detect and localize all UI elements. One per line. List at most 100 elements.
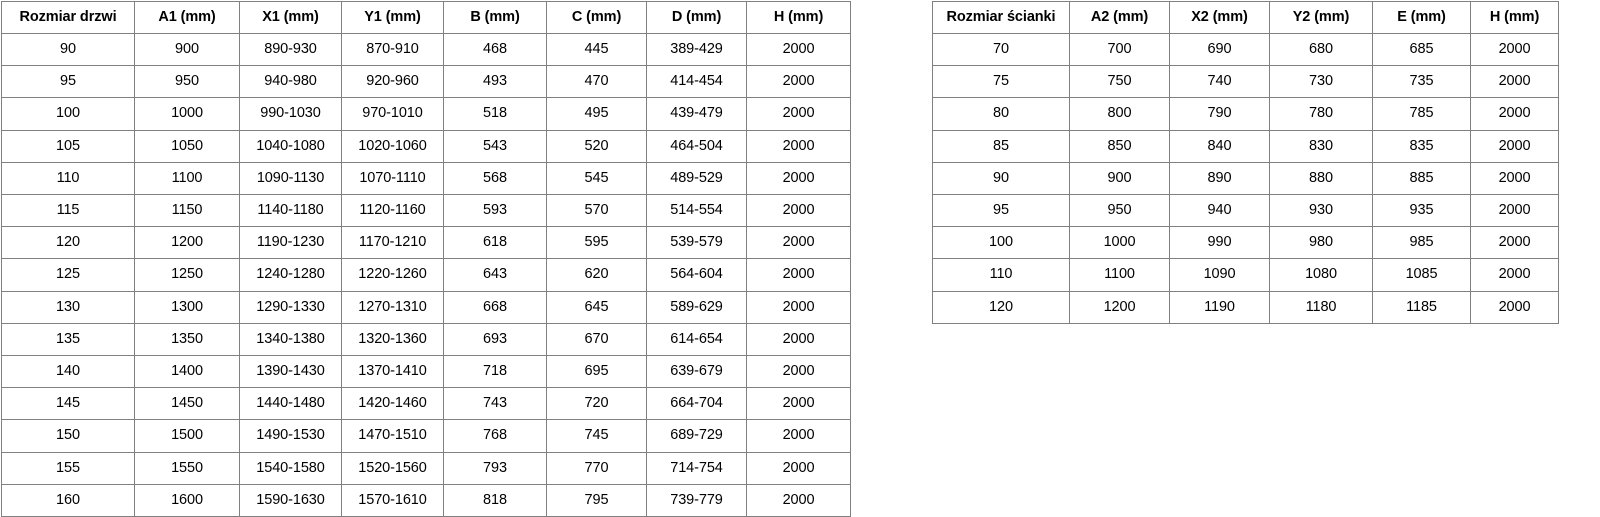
cell-h: 2000 bbox=[1470, 161, 1559, 196]
cell-c: 745 bbox=[546, 419, 647, 453]
cell-b: 818 bbox=[443, 483, 547, 517]
cell-y1: 870-910 bbox=[341, 32, 444, 67]
cell-b: 718 bbox=[443, 355, 547, 389]
cell-d: 614-654 bbox=[646, 322, 747, 357]
cell-h: 2000 bbox=[1470, 32, 1559, 67]
cell-wall-size: 85 bbox=[932, 129, 1070, 163]
table-row: 100 1000 990 980 985 2000 bbox=[932, 226, 1559, 260]
cell-wall-size: 70 bbox=[932, 32, 1070, 67]
cell-a2: 1000 bbox=[1069, 226, 1170, 260]
cell-d: 639-679 bbox=[646, 355, 747, 389]
cell-x1: 990-1030 bbox=[239, 97, 342, 131]
column-header-x2: X2 (mm) bbox=[1169, 1, 1270, 34]
cell-a1: 1250 bbox=[134, 258, 240, 292]
table-row: 95 950 940-980 920-960 493 470 414-454 2… bbox=[1, 65, 851, 99]
cell-e: 785 bbox=[1372, 97, 1471, 131]
table-row: 140 1400 1390-1430 1370-1410 718 695 639… bbox=[1, 355, 851, 389]
cell-h: 2000 bbox=[746, 290, 851, 324]
cell-a1: 1400 bbox=[134, 355, 240, 389]
cell-c: 720 bbox=[546, 387, 647, 421]
column-header-a2: A2 (mm) bbox=[1069, 1, 1170, 34]
cell-door-size: 90 bbox=[1, 32, 135, 67]
table-row: 135 1350 1340-1380 1320-1360 693 670 614… bbox=[1, 322, 851, 357]
cell-e: 835 bbox=[1372, 129, 1471, 163]
cell-a1: 1350 bbox=[134, 322, 240, 357]
cell-c: 545 bbox=[546, 161, 647, 196]
cell-door-size: 110 bbox=[1, 161, 135, 196]
cell-d: 464-504 bbox=[646, 129, 747, 163]
cell-y1: 1520-1560 bbox=[341, 451, 444, 485]
cell-h: 2000 bbox=[746, 322, 851, 357]
cell-x1: 1390-1430 bbox=[239, 355, 342, 389]
cell-door-size: 95 bbox=[1, 65, 135, 99]
table-row: 95 950 940 930 935 2000 bbox=[932, 194, 1559, 228]
cell-a2: 950 bbox=[1069, 194, 1170, 228]
cell-x1: 1440-1480 bbox=[239, 387, 342, 421]
cell-a1: 1500 bbox=[134, 419, 240, 453]
cell-c: 520 bbox=[546, 129, 647, 163]
cell-door-size: 125 bbox=[1, 258, 135, 292]
cell-b: 743 bbox=[443, 387, 547, 421]
cell-x1: 1490-1530 bbox=[239, 419, 342, 453]
cell-h: 2000 bbox=[746, 129, 851, 163]
cell-y1: 1070-1110 bbox=[341, 161, 444, 196]
cell-d: 414-454 bbox=[646, 65, 747, 99]
cell-y2: 1080 bbox=[1269, 258, 1373, 292]
column-header-y2: Y2 (mm) bbox=[1269, 1, 1373, 34]
cell-x2: 1190 bbox=[1169, 290, 1270, 324]
cell-wall-size: 120 bbox=[932, 290, 1070, 324]
cell-c: 670 bbox=[546, 322, 647, 357]
cell-wall-size: 95 bbox=[932, 194, 1070, 228]
table-row: 70 700 690 680 685 2000 bbox=[932, 32, 1559, 67]
cell-a1: 1000 bbox=[134, 97, 240, 131]
cell-wall-size: 100 bbox=[932, 226, 1070, 260]
cell-d: 489-529 bbox=[646, 161, 747, 196]
cell-a1: 1050 bbox=[134, 129, 240, 163]
column-header-e: E (mm) bbox=[1372, 1, 1471, 34]
table-row: 110 1100 1090 1080 1085 2000 bbox=[932, 258, 1559, 292]
cell-d: 389-429 bbox=[646, 32, 747, 67]
cell-x1: 1590-1630 bbox=[239, 483, 342, 517]
cell-door-size: 105 bbox=[1, 129, 135, 163]
cell-e: 685 bbox=[1372, 32, 1471, 67]
cell-b: 468 bbox=[443, 32, 547, 67]
cell-y1: 1020-1060 bbox=[341, 129, 444, 163]
table-row: 90 900 890 880 885 2000 bbox=[932, 161, 1559, 196]
cell-c: 620 bbox=[546, 258, 647, 292]
cell-x1: 1090-1130 bbox=[239, 161, 342, 196]
cell-h: 2000 bbox=[1470, 258, 1559, 292]
cell-d: 714-754 bbox=[646, 451, 747, 485]
cell-y2: 830 bbox=[1269, 129, 1373, 163]
table-row: 105 1050 1040-1080 1020-1060 543 520 464… bbox=[1, 129, 851, 163]
cell-door-size: 160 bbox=[1, 483, 135, 517]
cell-b: 618 bbox=[443, 226, 547, 260]
cell-a1: 1200 bbox=[134, 226, 240, 260]
cell-h: 2000 bbox=[746, 32, 851, 67]
cell-h: 2000 bbox=[1470, 65, 1559, 99]
wall-panel-size-table: Rozmiar ścianki A2 (mm) X2 (mm) Y2 (mm) … bbox=[932, 1, 1559, 324]
cell-h: 2000 bbox=[746, 387, 851, 421]
cell-e: 735 bbox=[1372, 65, 1471, 99]
cell-x1: 1140-1180 bbox=[239, 194, 342, 228]
cell-b: 693 bbox=[443, 322, 547, 357]
door-size-table: Rozmiar drzwi A1 (mm) X1 (mm) Y1 (mm) B … bbox=[1, 1, 851, 517]
cell-c: 795 bbox=[546, 483, 647, 517]
column-header-b: B (mm) bbox=[443, 1, 547, 34]
cell-x2: 890 bbox=[1169, 161, 1270, 196]
cell-h: 2000 bbox=[1470, 290, 1559, 324]
cell-door-size: 140 bbox=[1, 355, 135, 389]
cell-a2: 900 bbox=[1069, 161, 1170, 196]
cell-x1: 1340-1380 bbox=[239, 322, 342, 357]
table-row: 160 1600 1590-1630 1570-1610 818 795 739… bbox=[1, 483, 851, 517]
cell-c: 770 bbox=[546, 451, 647, 485]
table-row: 120 1200 1190-1230 1170-1210 618 595 539… bbox=[1, 226, 851, 260]
table-row: 85 850 840 830 835 2000 bbox=[932, 129, 1559, 163]
cell-y1: 970-1010 bbox=[341, 97, 444, 131]
cell-door-size: 115 bbox=[1, 194, 135, 228]
table-row: 80 800 790 780 785 2000 bbox=[932, 97, 1559, 131]
cell-a2: 1100 bbox=[1069, 258, 1170, 292]
table-row: 145 1450 1440-1480 1420-1460 743 720 664… bbox=[1, 387, 851, 421]
column-header-d: D (mm) bbox=[646, 1, 747, 34]
cell-a1: 1450 bbox=[134, 387, 240, 421]
